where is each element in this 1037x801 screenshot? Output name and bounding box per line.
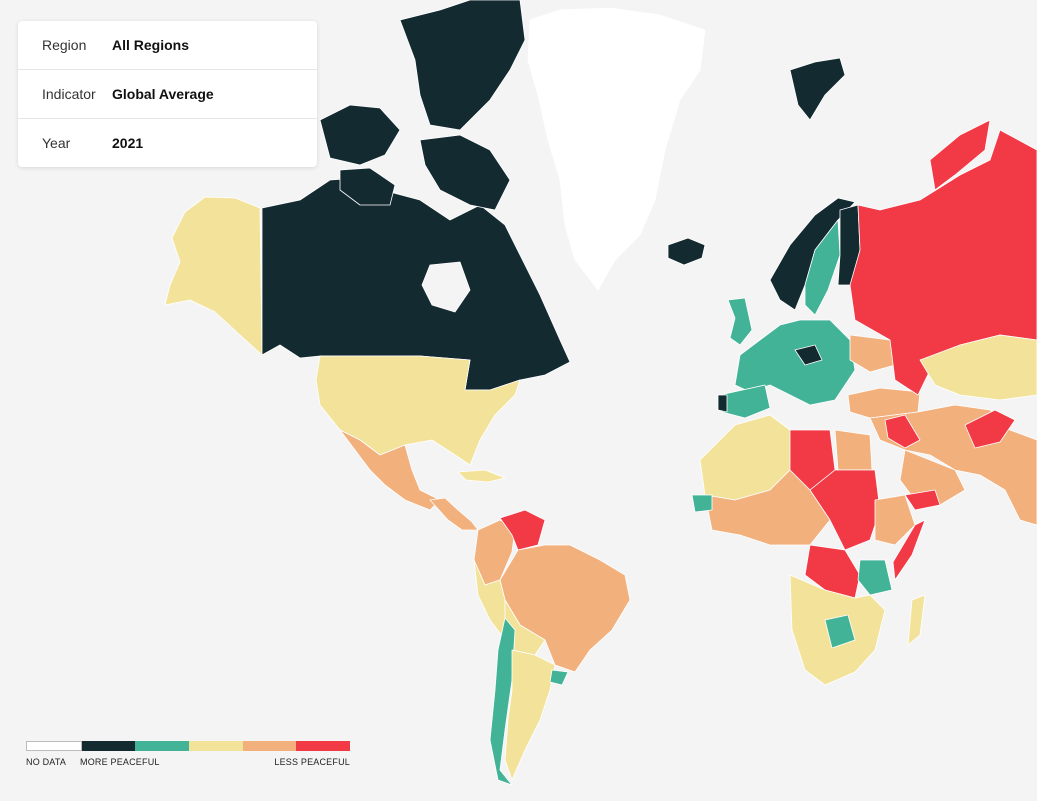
region-ethiopia[interactable] — [874, 494, 916, 546]
region-ukraine[interactable] — [849, 334, 896, 373]
legend-less-peaceful-label: LESS PEACEFUL — [274, 757, 350, 767]
region-iceland[interactable] — [667, 237, 706, 266]
region-uk[interactable] — [727, 297, 753, 346]
region-canadian-arctic[interactable] — [319, 104, 401, 166]
indicator-filter-value: Global Average — [112, 86, 214, 102]
region-hudson-bay — [421, 261, 471, 313]
year-filter[interactable]: Year 2021 — [18, 119, 317, 167]
legend-no-data-label: NO DATA — [26, 757, 67, 767]
legend-swatch-very-low — [296, 741, 351, 751]
region-argentina[interactable] — [504, 649, 556, 781]
region-zambia[interactable] — [824, 614, 856, 649]
region-central-america[interactable] — [429, 497, 479, 531]
region-uruguay[interactable] — [549, 669, 569, 686]
filter-panel: Region All Regions Indicator Global Aver… — [18, 21, 317, 167]
region-portugal[interactable] — [717, 394, 728, 413]
region-canadian-arctic-4[interactable] — [339, 167, 396, 206]
region-somalia[interactable] — [892, 519, 926, 581]
region-canadian-arctic-3[interactable] — [419, 134, 511, 211]
indicator-filter[interactable]: Indicator Global Average — [18, 70, 317, 119]
region-greenland[interactable] — [527, 7, 706, 291]
region-kazakhstan[interactable] — [919, 334, 1037, 401]
legend-swatch-high — [135, 741, 190, 751]
region-filter-label: Region — [42, 37, 87, 53]
region-afghanistan[interactable] — [964, 409, 1016, 449]
region-canadian-arctic-2[interactable] — [399, 0, 526, 131]
region-madagascar[interactable] — [907, 594, 926, 646]
legend-swatch-very-high — [81, 741, 136, 751]
indicator-filter-label: Indicator — [42, 86, 96, 102]
region-sweden[interactable] — [804, 219, 841, 316]
region-alaska[interactable] — [164, 196, 263, 356]
legend-swatch-low — [242, 741, 297, 751]
region-yemen[interactable] — [904, 489, 941, 511]
year-filter-value: 2021 — [112, 135, 144, 151]
region-svalbard[interactable] — [789, 57, 846, 121]
map-legend: NO DATA MORE PEACEFUL LESS PEACEFUL — [26, 741, 351, 771]
year-filter-label: Year — [42, 135, 71, 151]
region-cuba[interactable] — [457, 469, 506, 483]
region-filter[interactable]: Region All Regions — [18, 21, 317, 70]
legend-swatch-no-data — [26, 741, 82, 751]
region-egypt[interactable] — [834, 429, 873, 471]
legend-labels: NO DATA MORE PEACEFUL LESS PEACEFUL — [26, 757, 350, 771]
region-sudan[interactable] — [809, 469, 881, 551]
region-syria-iraq[interactable] — [884, 414, 921, 449]
legend-color-scale — [26, 741, 351, 751]
region-russia-north[interactable] — [929, 119, 991, 191]
region-west-africa[interactable] — [691, 494, 713, 513]
region-austria[interactable] — [794, 344, 823, 366]
region-filter-value: All Regions — [112, 37, 190, 53]
region-venezuela[interactable] — [499, 509, 546, 551]
region-east-africa[interactable] — [857, 559, 893, 596]
legend-more-peaceful-label: MORE PEACEFUL — [80, 757, 160, 767]
legend-swatch-medium — [189, 741, 243, 751]
